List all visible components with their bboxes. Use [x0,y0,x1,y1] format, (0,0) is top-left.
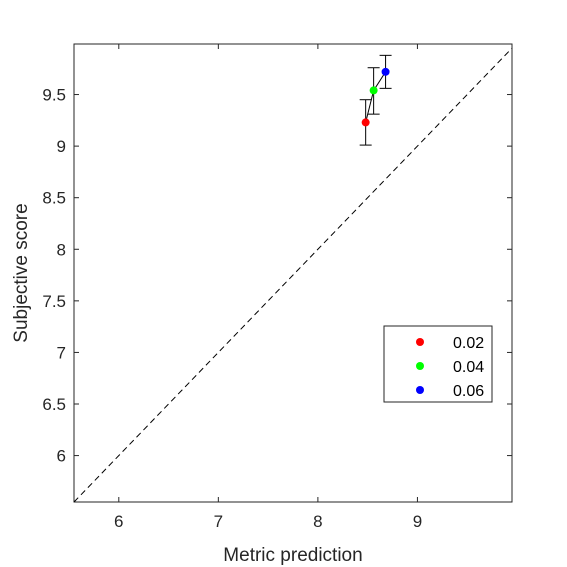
y-tick-label: 8 [57,240,66,259]
data-point-0.02 [361,118,370,127]
data-point-0.06 [381,67,390,76]
legend-label: 0.04 [453,359,484,376]
legend-marker [416,338,424,346]
x-tick-label: 8 [313,512,322,531]
y-tick-label: 7.5 [42,292,66,311]
data-layer [359,54,392,146]
reference-line-layer [73,47,513,503]
y-tick-label: 6 [57,447,66,466]
y-tick-label: 9 [57,137,66,156]
legend-box [383,325,493,403]
x-tick-label: 6 [114,512,123,531]
legend-label: 0.02 [453,335,484,352]
reference-line [73,47,513,503]
x-tick-label: 9 [413,512,422,531]
y-tick-label: 7 [57,343,66,362]
x-tick-label: 7 [214,512,223,531]
legend-marker [416,386,424,394]
x-axis-label: Metric prediction [223,545,362,566]
y-axis-label: Subjective score [11,203,32,342]
legend-label: 0.06 [453,383,484,400]
legend: 0.02 0.04 0.06 [383,325,493,403]
y-tick-label: 6.5 [42,395,66,414]
y-tick-label: 9.5 [42,86,66,105]
data-point-0.04 [369,86,378,95]
legend-marker [416,362,424,370]
y-tick-label: 8.5 [42,189,66,208]
ticks-layer: 6 7 8 9 6 6.5 7 7.5 8 8.5 9 9.5 [42,44,512,531]
